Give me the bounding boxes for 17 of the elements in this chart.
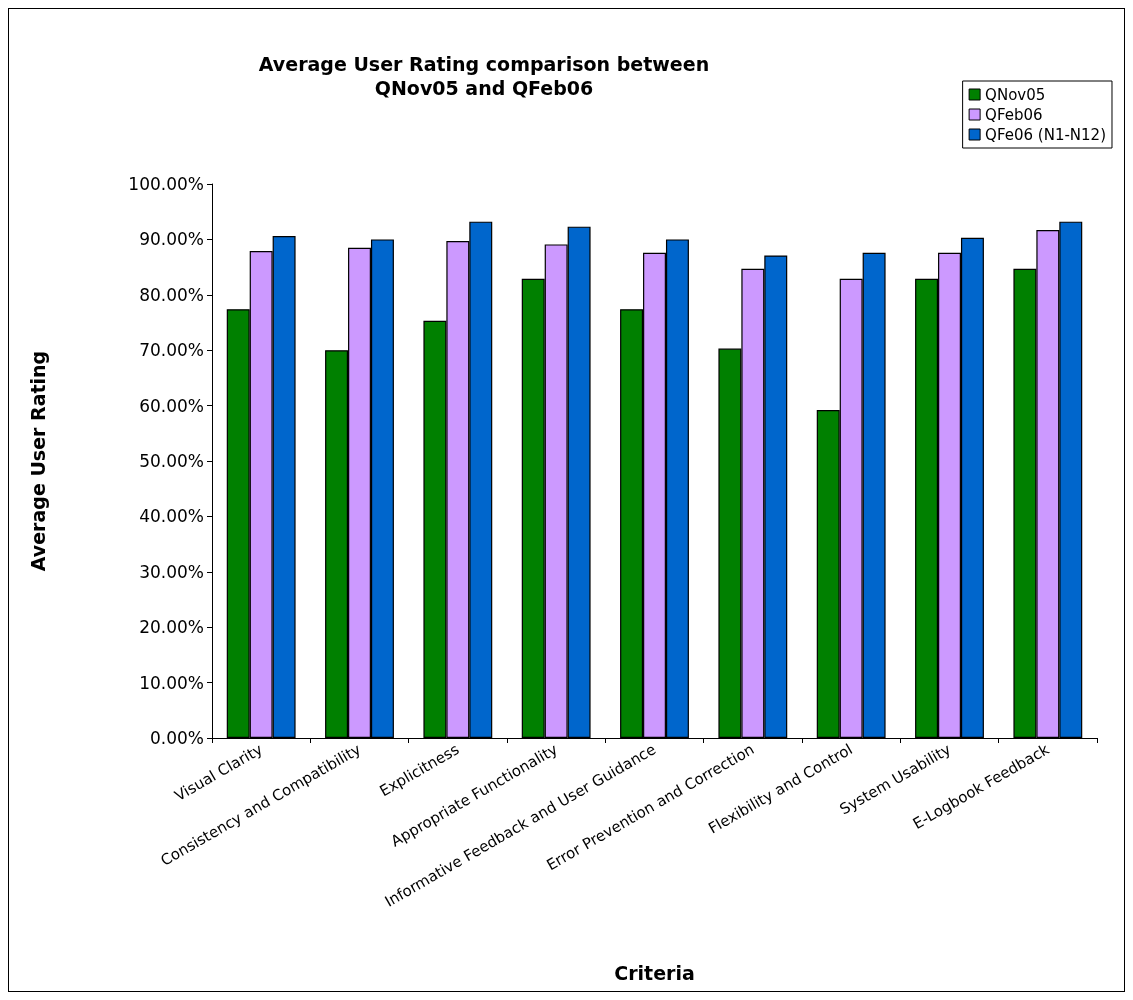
chart-title: Average User Rating comparison between QNov05 and QFeb06 (258, 53, 710, 99)
y-tick-label: 50.00% (139, 451, 204, 471)
legend-label: QNov05 (985, 85, 1046, 104)
y-tick-label: 20.00% (139, 617, 204, 638)
legend-label: QFeb06 (985, 105, 1043, 124)
legend-label: QFe06 (N1-N12) (985, 125, 1106, 144)
y-tick-label: 10.00% (139, 672, 204, 693)
x-axis-title: Criteria (614, 961, 695, 984)
y-tick-label: 60.00% (139, 395, 204, 416)
y-tick-label: 0.00% (149, 728, 204, 748)
y-tick-label: 30.00% (139, 561, 204, 582)
y-tick-label: 80.00% (139, 284, 204, 305)
y-tick-label: 70.00% (139, 340, 204, 361)
y-tick-label: 100.00% (128, 174, 204, 194)
y-axis-title: Average User Rating (26, 350, 49, 572)
y-tick-label: 40.00% (139, 506, 204, 527)
y-tick-label: 90.00% (139, 229, 204, 250)
